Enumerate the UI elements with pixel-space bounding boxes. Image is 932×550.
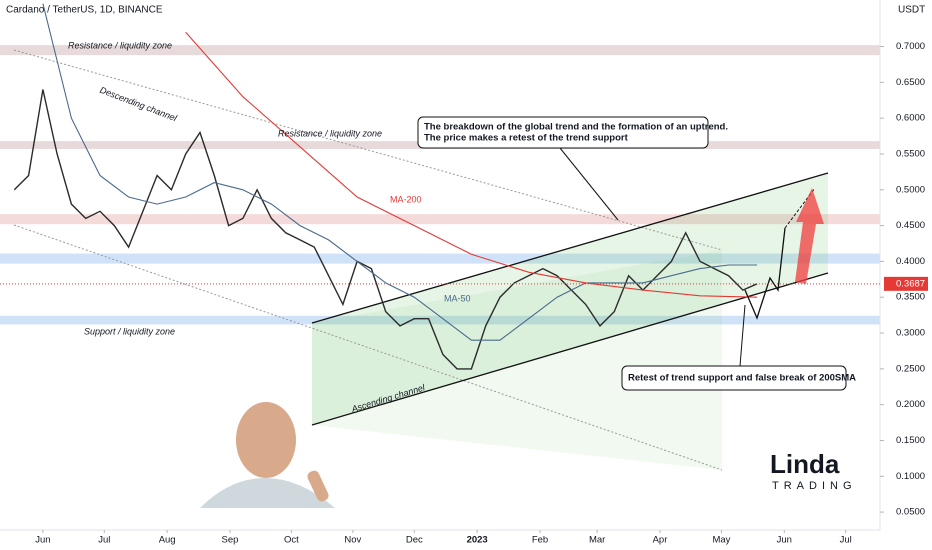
series-line <box>185 31 758 298</box>
callout-text: The price makes a retest of the trend su… <box>424 133 629 144</box>
y-tick-label: 0.3500 <box>896 292 925 303</box>
y-tick-label: 0.4500 <box>896 220 925 231</box>
x-tick-label: Nov <box>344 535 361 546</box>
y-tick-label: 0.1500 <box>896 435 925 446</box>
logo-name: Linda <box>770 449 840 479</box>
y-tick-label: 0.1000 <box>896 471 925 482</box>
y-tick-label: 0.2500 <box>896 363 925 374</box>
y-tick-label: 0.6500 <box>896 77 925 88</box>
y-tick-label: 0.7000 <box>896 41 925 52</box>
annotation: Resistance / liquidity zone <box>278 128 382 138</box>
descending-channel-upper <box>13 49 723 251</box>
callout-pointer <box>559 147 619 221</box>
overlay: MA-50 MA-200 0.0500 0.1000 0.1500 0.2000 0.250… <box>0 40 928 546</box>
y-tick-label: 0.6000 <box>896 113 925 124</box>
x-tick-label: Jul <box>840 535 852 546</box>
x-tick-label: Oct <box>284 535 299 546</box>
y-axis-panel <box>880 0 932 550</box>
x-axis-panel <box>0 530 932 550</box>
ascending-channel-upper <box>311 172 829 324</box>
x-tick-label: Sep <box>222 535 239 546</box>
y-tick-label: 0.5500 <box>896 149 925 160</box>
x-tick-label: Dec <box>406 535 423 546</box>
callout-text: The breakdown of the global trend and th… <box>424 122 728 133</box>
projection-path <box>744 227 786 320</box>
series-line <box>13 89 758 370</box>
series-label: MA-200 <box>390 194 422 204</box>
series-label: MA-50 <box>444 293 471 303</box>
current-price-label: 0.3687 <box>896 278 925 289</box>
y-tick-label: 0.0500 <box>896 507 925 518</box>
plot <box>13 3 758 370</box>
callout-pointer <box>739 304 746 367</box>
y-tick-label: 0.2000 <box>896 399 925 410</box>
presenter-image <box>200 402 335 508</box>
up-arrow <box>795 188 824 284</box>
current-price-badge <box>884 276 928 291</box>
annotation: Support / liquidity zone <box>84 326 175 336</box>
callout-text: Retest of trend support and false break … <box>628 373 856 384</box>
x-tick-label: Mar <box>589 535 605 546</box>
callout-box <box>417 116 709 149</box>
y-tick-label: 0.4000 <box>896 256 925 267</box>
x-tick-label: Aug <box>159 535 176 546</box>
liquidity-zone <box>0 214 880 225</box>
callout-box <box>621 365 847 391</box>
x-tick-label: Jun <box>777 535 792 546</box>
descending-channel-area <box>312 250 722 470</box>
liquidity-zone <box>0 253 880 264</box>
x-tick-label: Apr <box>653 535 668 546</box>
x-tick-label: Jul <box>98 535 110 546</box>
x-tick-label: Feb <box>532 535 548 546</box>
descending-channel-lower <box>13 224 723 471</box>
x-tick-label: 2023 <box>467 535 488 546</box>
y-tick-label: 0.5000 <box>896 184 925 195</box>
y-tick-label: 0.3000 <box>896 328 925 339</box>
y-axis-label: USDT <box>898 5 925 16</box>
x-tick-label: May <box>712 535 730 546</box>
annotation: Resistance / liquidity zone <box>68 40 172 50</box>
logo-tagline: TRADING <box>772 480 857 492</box>
chart-title: Cardano / TetherUS, 1D, BINANCE <box>6 5 163 16</box>
ascending-channel-lower <box>311 272 829 426</box>
ascending-channel-area <box>312 173 828 425</box>
x-tick-label: Jun <box>35 535 50 546</box>
series-line <box>42 3 758 341</box>
liquidity-zone <box>0 315 880 325</box>
liquidity-zone <box>0 45 880 56</box>
